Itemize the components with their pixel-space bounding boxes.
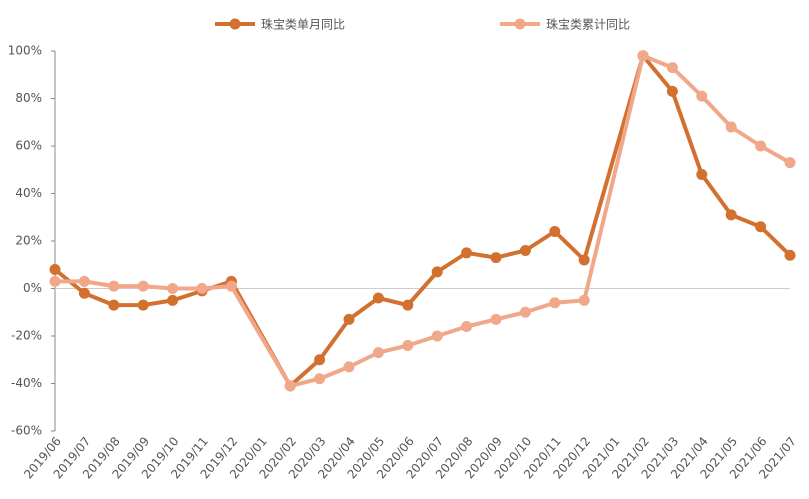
point xyxy=(402,340,414,351)
point xyxy=(137,299,149,311)
point xyxy=(431,266,443,278)
point xyxy=(167,294,179,306)
point xyxy=(519,306,531,318)
y-tick-label: 60% xyxy=(15,139,42,153)
line-segment xyxy=(670,89,704,177)
point xyxy=(108,299,120,311)
line-segment xyxy=(641,53,675,94)
point xyxy=(108,280,120,292)
line-segment xyxy=(729,125,763,148)
point xyxy=(78,287,90,299)
y-tick-label: 0% xyxy=(23,281,42,295)
point xyxy=(314,373,326,385)
line-segment xyxy=(758,144,792,165)
point xyxy=(402,299,414,311)
y-tick-label: -60% xyxy=(11,424,42,438)
y-tick-label: 40% xyxy=(15,186,42,200)
line-segment xyxy=(229,284,293,388)
point xyxy=(637,50,649,62)
point xyxy=(343,361,355,373)
line-segment xyxy=(317,317,351,362)
line-segment xyxy=(405,269,440,308)
point xyxy=(78,275,90,287)
point xyxy=(549,297,561,309)
point xyxy=(666,85,678,97)
y-tick-label: 100% xyxy=(8,44,42,58)
line-segment xyxy=(758,224,792,258)
point xyxy=(167,283,179,294)
legend-label: 珠宝类累计同比 xyxy=(546,18,630,32)
line-segment xyxy=(288,357,322,388)
point xyxy=(372,292,384,304)
y-tick-label: 20% xyxy=(15,234,42,248)
y-tick-label: 80% xyxy=(15,91,42,105)
point xyxy=(666,62,678,74)
y-tick-label: -40% xyxy=(11,376,42,390)
line-segment xyxy=(670,65,704,99)
point xyxy=(284,380,296,392)
point xyxy=(196,283,208,294)
line-segment xyxy=(582,53,645,303)
point xyxy=(784,249,796,261)
line-segment xyxy=(699,172,734,217)
point xyxy=(461,321,473,332)
point xyxy=(461,247,473,259)
legend-label: 珠宝类单月同比 xyxy=(261,18,345,32)
point xyxy=(137,280,149,292)
line-segment xyxy=(699,94,734,129)
point xyxy=(578,254,590,266)
point xyxy=(519,245,531,256)
line-segment xyxy=(523,229,557,253)
point xyxy=(578,294,590,306)
point xyxy=(490,313,502,325)
point xyxy=(549,226,561,237)
point xyxy=(755,140,767,152)
point xyxy=(696,90,708,102)
legend-marker xyxy=(514,18,526,30)
point xyxy=(343,313,355,325)
point xyxy=(49,264,61,275)
line-segment xyxy=(435,250,469,274)
point xyxy=(49,275,61,287)
point xyxy=(431,330,443,342)
point xyxy=(725,121,737,133)
line-segment xyxy=(347,296,381,322)
line-segment xyxy=(552,229,587,262)
point xyxy=(696,169,708,180)
point xyxy=(225,280,237,292)
point xyxy=(784,157,796,169)
y-tick-label: -20% xyxy=(11,329,42,343)
point xyxy=(755,221,767,233)
point xyxy=(314,354,326,366)
point xyxy=(372,347,384,359)
point xyxy=(725,209,737,221)
point xyxy=(490,252,502,264)
legend-marker xyxy=(229,18,241,30)
